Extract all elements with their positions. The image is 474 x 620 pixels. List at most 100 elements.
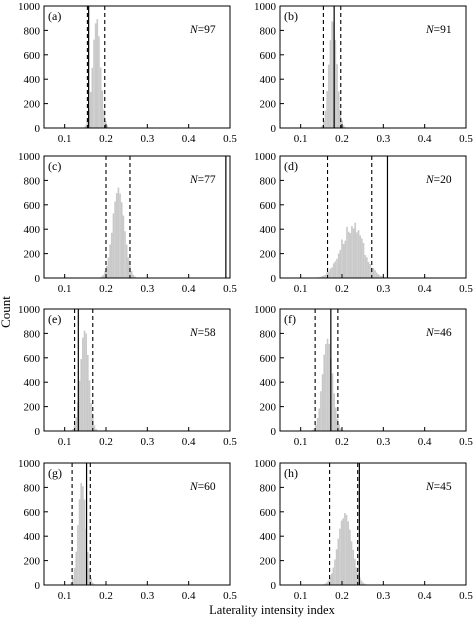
x-tick-label: 0.1 [58,590,72,602]
histogram-bar [372,267,375,278]
histogram-bar [96,19,99,129]
x-tick-label: 0.3 [376,133,390,145]
histogram-bar [119,193,121,278]
histogram-bar [324,110,327,128]
plot-frame [279,308,467,432]
n-value: =45 [434,481,452,493]
y-tick-label: 0 [271,123,277,135]
histogram-bar [344,512,346,585]
histogram-bar [122,215,125,278]
histogram-bar [73,567,76,585]
histogram-bar [328,343,331,431]
n-value: =20 [434,174,452,186]
y-tick-label: 1000 [254,458,277,470]
histogram-bar [380,276,383,278]
x-tick-label: 0.2 [99,283,113,295]
histogram-bar [322,120,325,128]
histogram-bar [332,567,335,585]
histogram-bar [327,271,330,278]
histogram-bar [130,271,133,278]
histogram-bar [337,538,340,585]
y-tick-label: 800 [260,175,277,187]
y-tick-label: 200 [24,249,41,261]
panel-h: 0.1 0.2 0.3 0.4 0.5 0 200 400 600 800 1000 (h) N=45 [254,458,473,602]
histogram-bar [350,541,353,585]
histogram-bar [346,226,348,278]
y-tick-label: 0 [271,580,277,592]
histogram-bar [98,36,100,129]
histogram-bar [322,275,325,278]
y-tick-label: 1000 [254,151,277,163]
histogram-bar [355,567,358,585]
x-tick-label: 0.1 [58,133,72,145]
histogram-bar [109,244,111,278]
histogram-bar [89,92,92,128]
histogram-bar [334,559,336,585]
y-tick-label: 800 [24,482,41,494]
y-tick-label: 200 [24,402,41,414]
plot-frame [279,155,467,279]
histogram-bar [327,64,330,128]
x-tick-label: 0.2 [335,436,349,448]
histogram-bar [339,249,342,278]
plot-frame [43,155,231,279]
histogram-bar [103,109,105,128]
panel-b: 0.1 0.2 0.3 0.4 0.5 0 200 400 600 800 1000 (b) N=91 [254,1,473,145]
histogram-bar [326,338,329,431]
y-tick-label: 400 [260,531,277,543]
y-tick-label: 1000 [18,458,41,470]
n-value: =58 [198,327,216,339]
y-tick-label: 200 [24,99,41,111]
panel-label: (e) [48,312,61,326]
histogram-bar [341,239,343,278]
x-tick-label: 0.3 [376,590,390,602]
plot-frame [43,308,231,432]
y-tick-label: 0 [35,123,41,135]
histogram-bar [324,583,326,585]
histogram-bar [352,228,355,278]
x-tick-label: 0.5 [223,590,237,602]
histogram-bar [101,90,104,128]
histogram-bar [102,274,105,278]
y-tick-label: 600 [260,507,277,519]
histogram-bar [104,271,106,278]
histogram-bar [107,257,110,278]
histogram-bar [324,274,327,278]
plot-frame [43,462,231,586]
histogram-bar [329,40,332,128]
histogram-bar [375,272,378,278]
y-tick-label: 1000 [254,1,277,13]
panel-c: 0.1 0.2 0.3 0.4 0.5 0 200 400 600 800 1000 (c) N=77 [18,151,237,295]
histogram-bar [78,499,81,585]
x-tick-label: 0.1 [294,133,308,145]
histogram-bar [106,265,108,278]
panel-label: (a) [48,9,61,23]
histogram-bar [70,582,73,585]
x-tick-label: 0.3 [376,283,390,295]
histogram-bar [342,243,345,278]
n-label: N=20 [425,174,452,186]
histogram-bar [349,529,351,585]
x-tick-label: 0.4 [418,133,432,145]
histogram-bar [88,380,91,431]
y-tick-label: 0 [35,580,41,592]
panel-label: (c) [48,159,61,173]
n-symbol: N [425,481,435,493]
histogram-bar [359,235,362,278]
histogram-bar [357,573,359,585]
panel-e: 0.1 0.2 0.3 0.4 0.5 0 200 400 600 800 1000 (e) N=58 [18,304,237,448]
n-symbol: N [189,174,199,186]
histogram-bar [347,231,350,278]
histogram-bar [110,232,113,278]
x-tick-label: 0.3 [140,590,154,602]
n-symbol: N [189,481,199,493]
x-tick-label: 0.4 [418,283,432,295]
x-tick-label: 0.2 [335,590,349,602]
y-tick-label: 600 [24,353,41,365]
x-tick-label: 0.3 [140,133,154,145]
y-tick-label: 600 [24,507,41,519]
x-tick-label: 0.4 [182,436,196,448]
y-tick-label: 800 [260,25,277,37]
y-tick-label: 200 [260,402,277,414]
